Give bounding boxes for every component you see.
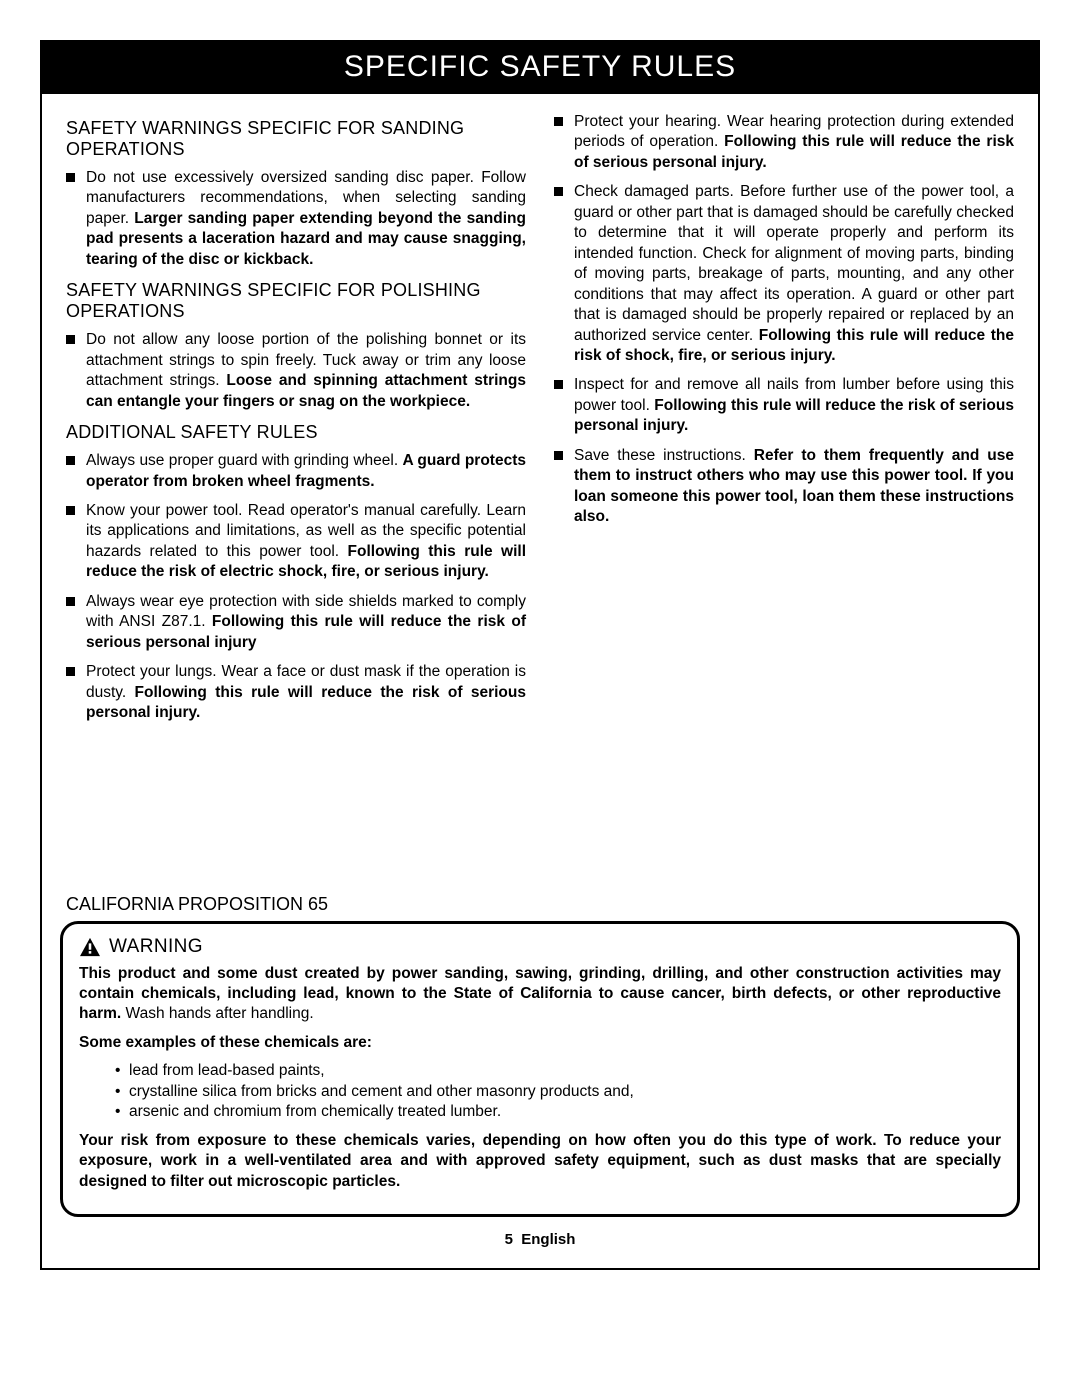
warning-body: This product and some dust created by po… [79, 964, 1001, 1193]
list-item: Do not use excessively oversized sanding… [66, 168, 526, 270]
list-additional-left: Always use proper guard with grinding wh… [66, 451, 526, 723]
warning-paragraph: Your risk from exposure to these chemica… [79, 1131, 1001, 1192]
list-additional-right: Protect your hearing. Wear hearing prote… [554, 112, 1014, 528]
page-frame: SPECIFIC SAFETY RULES SAFETY WARNINGS SP… [40, 40, 1040, 1270]
list-polishing: Do not allow any loose portion of the po… [66, 330, 526, 412]
page-title: SPECIFIC SAFETY RULES [42, 42, 1038, 94]
list-item: Do not allow any loose portion of the po… [66, 330, 526, 412]
list-item: Always wear eye protection with side shi… [66, 592, 526, 653]
heading-sanding: SAFETY WARNINGS SPECIFIC FOR SANDING OPE… [66, 118, 526, 160]
list-item: arsenic and chromium from chemically tre… [115, 1102, 1001, 1122]
body-text: Wash hands after handling. [121, 1005, 313, 1022]
list-item: Save these instructions. Refer to them f… [554, 446, 1014, 528]
list-item: Check damaged parts. Before further use … [554, 182, 1014, 366]
chemical-list: lead from lead-based paints, crystalline… [79, 1061, 1001, 1122]
list-item: Protect your hearing. Wear hearing prote… [554, 112, 1014, 173]
list-sanding: Do not use excessively oversized sanding… [66, 168, 526, 270]
heading-polishing: SAFETY WARNINGS SPECIFIC FOR POLISHING O… [66, 280, 526, 322]
footer-language: English [521, 1231, 575, 1248]
list-item: crystalline silica from bricks and cemen… [115, 1082, 1001, 1102]
page-footer: 5 English [42, 1231, 1038, 1248]
two-column-layout: SAFETY WARNINGS SPECIFIC FOR SANDING OPE… [42, 94, 1038, 744]
warning-header: WARNING [79, 936, 1001, 958]
body-text: Always use proper guard with grinding wh… [86, 452, 402, 469]
body-text: Check damaged parts. Before further use … [574, 183, 1014, 343]
list-item: Inspect for and remove all nails from lu… [554, 375, 1014, 436]
left-column: SAFETY WARNINGS SPECIFIC FOR SANDING OPE… [66, 112, 526, 734]
list-item: Always use proper guard with grinding wh… [66, 451, 526, 492]
heading-prop65: CALIFORNIA PROPOSITION 65 [66, 894, 1014, 915]
right-column: Protect your hearing. Wear hearing prote… [554, 112, 1014, 734]
warning-triangle-icon [79, 937, 101, 957]
bold-text: Larger sanding paper extending beyond th… [86, 210, 526, 268]
warning-paragraph: This product and some dust created by po… [79, 964, 1001, 1025]
warning-label: WARNING [109, 936, 203, 958]
list-item: Protect your lungs. Wear a face or dust … [66, 662, 526, 723]
list-item: Know your power tool. Read operator's ma… [66, 501, 526, 583]
warning-box: WARNING This product and some dust creat… [60, 921, 1020, 1218]
heading-additional: ADDITIONAL SAFETY RULES [66, 422, 526, 443]
bold-text: Following this rule will reduce the risk… [86, 684, 526, 721]
list-item: lead from lead-based paints, [115, 1061, 1001, 1081]
body-text: Save these instructions. [574, 447, 754, 464]
examples-label: Some examples of these chemicals are: [79, 1033, 1001, 1053]
page-number: 5 [505, 1231, 513, 1248]
